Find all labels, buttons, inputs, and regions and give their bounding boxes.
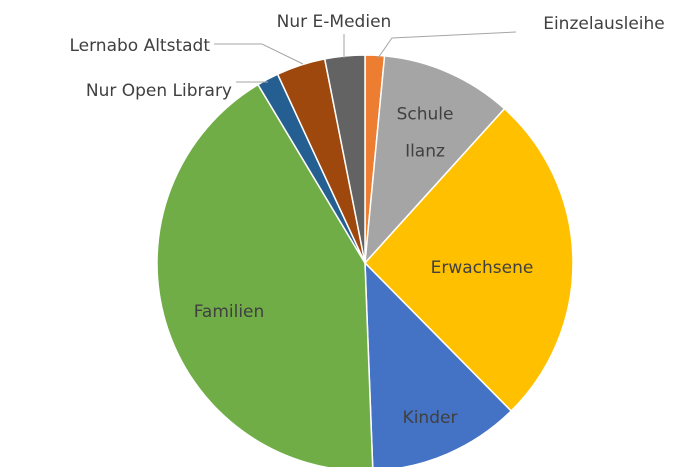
slice-label: Nur Open Library [86,81,232,101]
slice-label: Erwachsene [431,258,534,278]
slice-label: Nur E-Medien [277,12,392,32]
pie-slice [363,107,574,413]
slice-label: Kinder [403,408,458,428]
leader-line [377,31,517,59]
pie-slice [364,261,513,467]
pie-slice [156,83,374,467]
slice-label: Schule Ilanz [397,105,454,162]
slice-label: Einzelausleihe [543,14,665,34]
slice-label: Familien [194,302,265,322]
slice-label: Lernabo Altstadt [69,36,210,56]
pie-slice [364,55,506,266]
leader-line [214,43,304,65]
pie-slice [323,54,366,264]
